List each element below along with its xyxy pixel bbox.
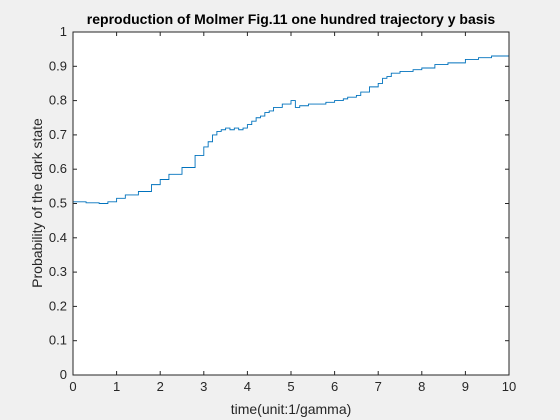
y-tick-label: 0.4 [49,230,67,245]
y-tick-label: 0.9 [49,58,67,73]
chart-title: reproduction of Molmer Fig.11 one hundre… [87,11,496,27]
x-tick-label: 10 [502,379,516,394]
x-tick-label: 5 [287,379,294,394]
x-tick-label: 8 [418,379,425,394]
y-tick-label: 0.7 [49,127,67,142]
y-axis: 0 0.1 0.2 0.3 0.4 0.5 0.6 0.7 0.8 0.9 1 [49,24,509,382]
x-tick-label: 7 [375,379,382,394]
x-tick-label: 3 [200,379,207,394]
y-tick-label: 0.1 [49,333,67,348]
y-tick-label: 1 [60,24,67,39]
y-tick-label: 0.6 [49,161,67,176]
x-tick-label: 2 [157,379,164,394]
x-tick-label: 1 [113,379,120,394]
x-axis: 0 1 2 3 4 5 6 7 8 9 10 [69,32,516,394]
x-tick-label: 9 [462,379,469,394]
x-tick-label: 4 [244,379,251,394]
series-line [73,54,510,204]
x-axis-label: time(unit:1/gamma) [231,401,352,417]
x-tick-label: 0 [69,379,76,394]
plot-area [73,32,509,375]
y-tick-label: 0.5 [49,196,67,211]
y-tick-label: 0.2 [49,298,67,313]
x-tick-label: 6 [331,379,338,394]
chart-marks [73,54,510,204]
y-axis-label: Probability of the dark state [29,118,45,288]
y-tick-label: 0.8 [49,93,67,108]
y-tick-label: 0.3 [49,264,67,279]
y-tick-label: 0 [60,367,67,382]
